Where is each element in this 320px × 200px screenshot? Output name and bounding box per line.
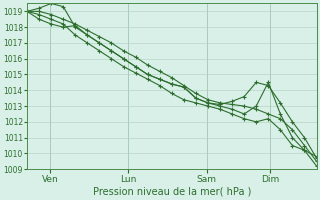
X-axis label: Pression niveau de la mer( hPa ): Pression niveau de la mer( hPa ): [92, 187, 251, 197]
